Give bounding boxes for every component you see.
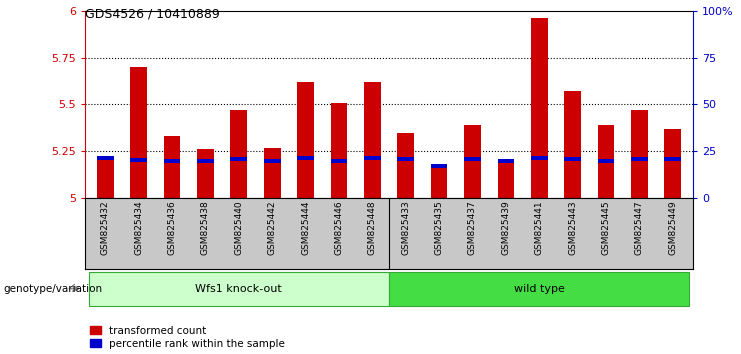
Bar (297, 82, 314, 198)
Bar (598, 159, 614, 162)
Text: GSM825441: GSM825441 (535, 200, 544, 255)
Bar (464, 157, 481, 161)
Text: GSM825434: GSM825434 (134, 200, 143, 255)
Text: GSM825438: GSM825438 (201, 200, 210, 255)
Bar (389, 272, 689, 306)
Bar (164, 136, 180, 198)
Bar (364, 82, 381, 198)
Text: GDS4526 / 10410889: GDS4526 / 10410889 (85, 7, 220, 20)
Bar (665, 129, 681, 198)
Bar (89, 272, 389, 306)
Bar (130, 67, 147, 198)
Bar (464, 125, 481, 198)
Bar (230, 110, 247, 198)
Text: GSM825445: GSM825445 (602, 200, 611, 255)
Bar (631, 110, 648, 198)
Legend: transformed count, percentile rank within the sample: transformed count, percentile rank withi… (90, 326, 285, 349)
Bar (264, 159, 281, 162)
Bar (297, 156, 314, 160)
Text: GSM825446: GSM825446 (334, 200, 343, 255)
Text: Wfs1 knock-out: Wfs1 knock-out (196, 284, 282, 293)
Text: GSM825432: GSM825432 (101, 200, 110, 255)
Bar (497, 159, 514, 198)
Text: GSM825443: GSM825443 (568, 200, 577, 255)
Text: genotype/variation: genotype/variation (4, 284, 103, 293)
Bar (164, 159, 180, 162)
Text: GSM825442: GSM825442 (268, 200, 276, 255)
Text: GSM825444: GSM825444 (301, 200, 310, 255)
Text: GSM825447: GSM825447 (635, 200, 644, 255)
Bar (665, 157, 681, 161)
Bar (330, 159, 348, 162)
Text: GSM825433: GSM825433 (401, 200, 411, 255)
Bar (431, 168, 448, 198)
Bar (531, 18, 548, 198)
Bar (197, 149, 213, 198)
Bar (531, 156, 548, 160)
Bar (565, 91, 581, 198)
Bar (97, 157, 113, 198)
Text: GSM825439: GSM825439 (502, 200, 511, 255)
Bar (598, 125, 614, 198)
Bar (197, 159, 213, 162)
Text: GSM825449: GSM825449 (668, 200, 677, 255)
Bar (397, 133, 414, 198)
Bar (130, 158, 147, 162)
Bar (631, 157, 648, 161)
Text: GSM825436: GSM825436 (167, 200, 176, 255)
Bar (565, 157, 581, 161)
Bar (330, 103, 348, 198)
Text: GSM825448: GSM825448 (368, 200, 377, 255)
Bar (264, 148, 281, 198)
Bar (431, 164, 448, 168)
Bar (97, 156, 113, 160)
Text: GSM825435: GSM825435 (435, 200, 444, 255)
Text: wild type: wild type (514, 284, 565, 293)
Bar (497, 159, 514, 162)
Bar (364, 156, 381, 160)
Text: GSM825440: GSM825440 (234, 200, 243, 255)
Bar (230, 157, 247, 161)
Text: GSM825437: GSM825437 (468, 200, 477, 255)
Bar (397, 157, 414, 161)
